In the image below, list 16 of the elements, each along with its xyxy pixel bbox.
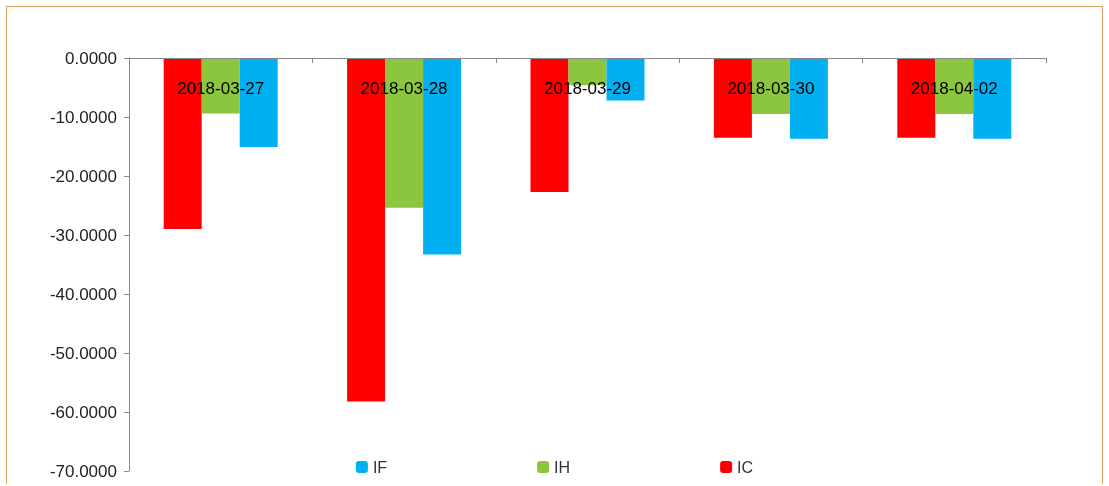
x-tick-label: 2018-03-30 [727,79,815,98]
x-tick-label: 2018-03-28 [360,79,448,98]
x-tick-label: 2018-04-02 [910,79,998,98]
legend-label: IF [372,458,388,476]
y-tick-label: -70.0000 [49,461,117,481]
y-tick-label: -10.0000 [49,107,117,127]
y-tick-label: -20.0000 [49,166,117,186]
y-tick-label: -50.0000 [49,343,117,363]
y-tick-label: -30.0000 [49,225,117,245]
y-tick-label: -60.0000 [49,402,117,422]
legend-label: IC [737,458,754,476]
x-tick-label: 2018-03-29 [544,79,631,98]
x-tick-label: 2018-03-27 [177,79,265,98]
y-tick-label: 0.0000 [65,48,117,68]
y-tick-label: -40.0000 [49,284,117,304]
legend-label: IH [554,458,571,476]
